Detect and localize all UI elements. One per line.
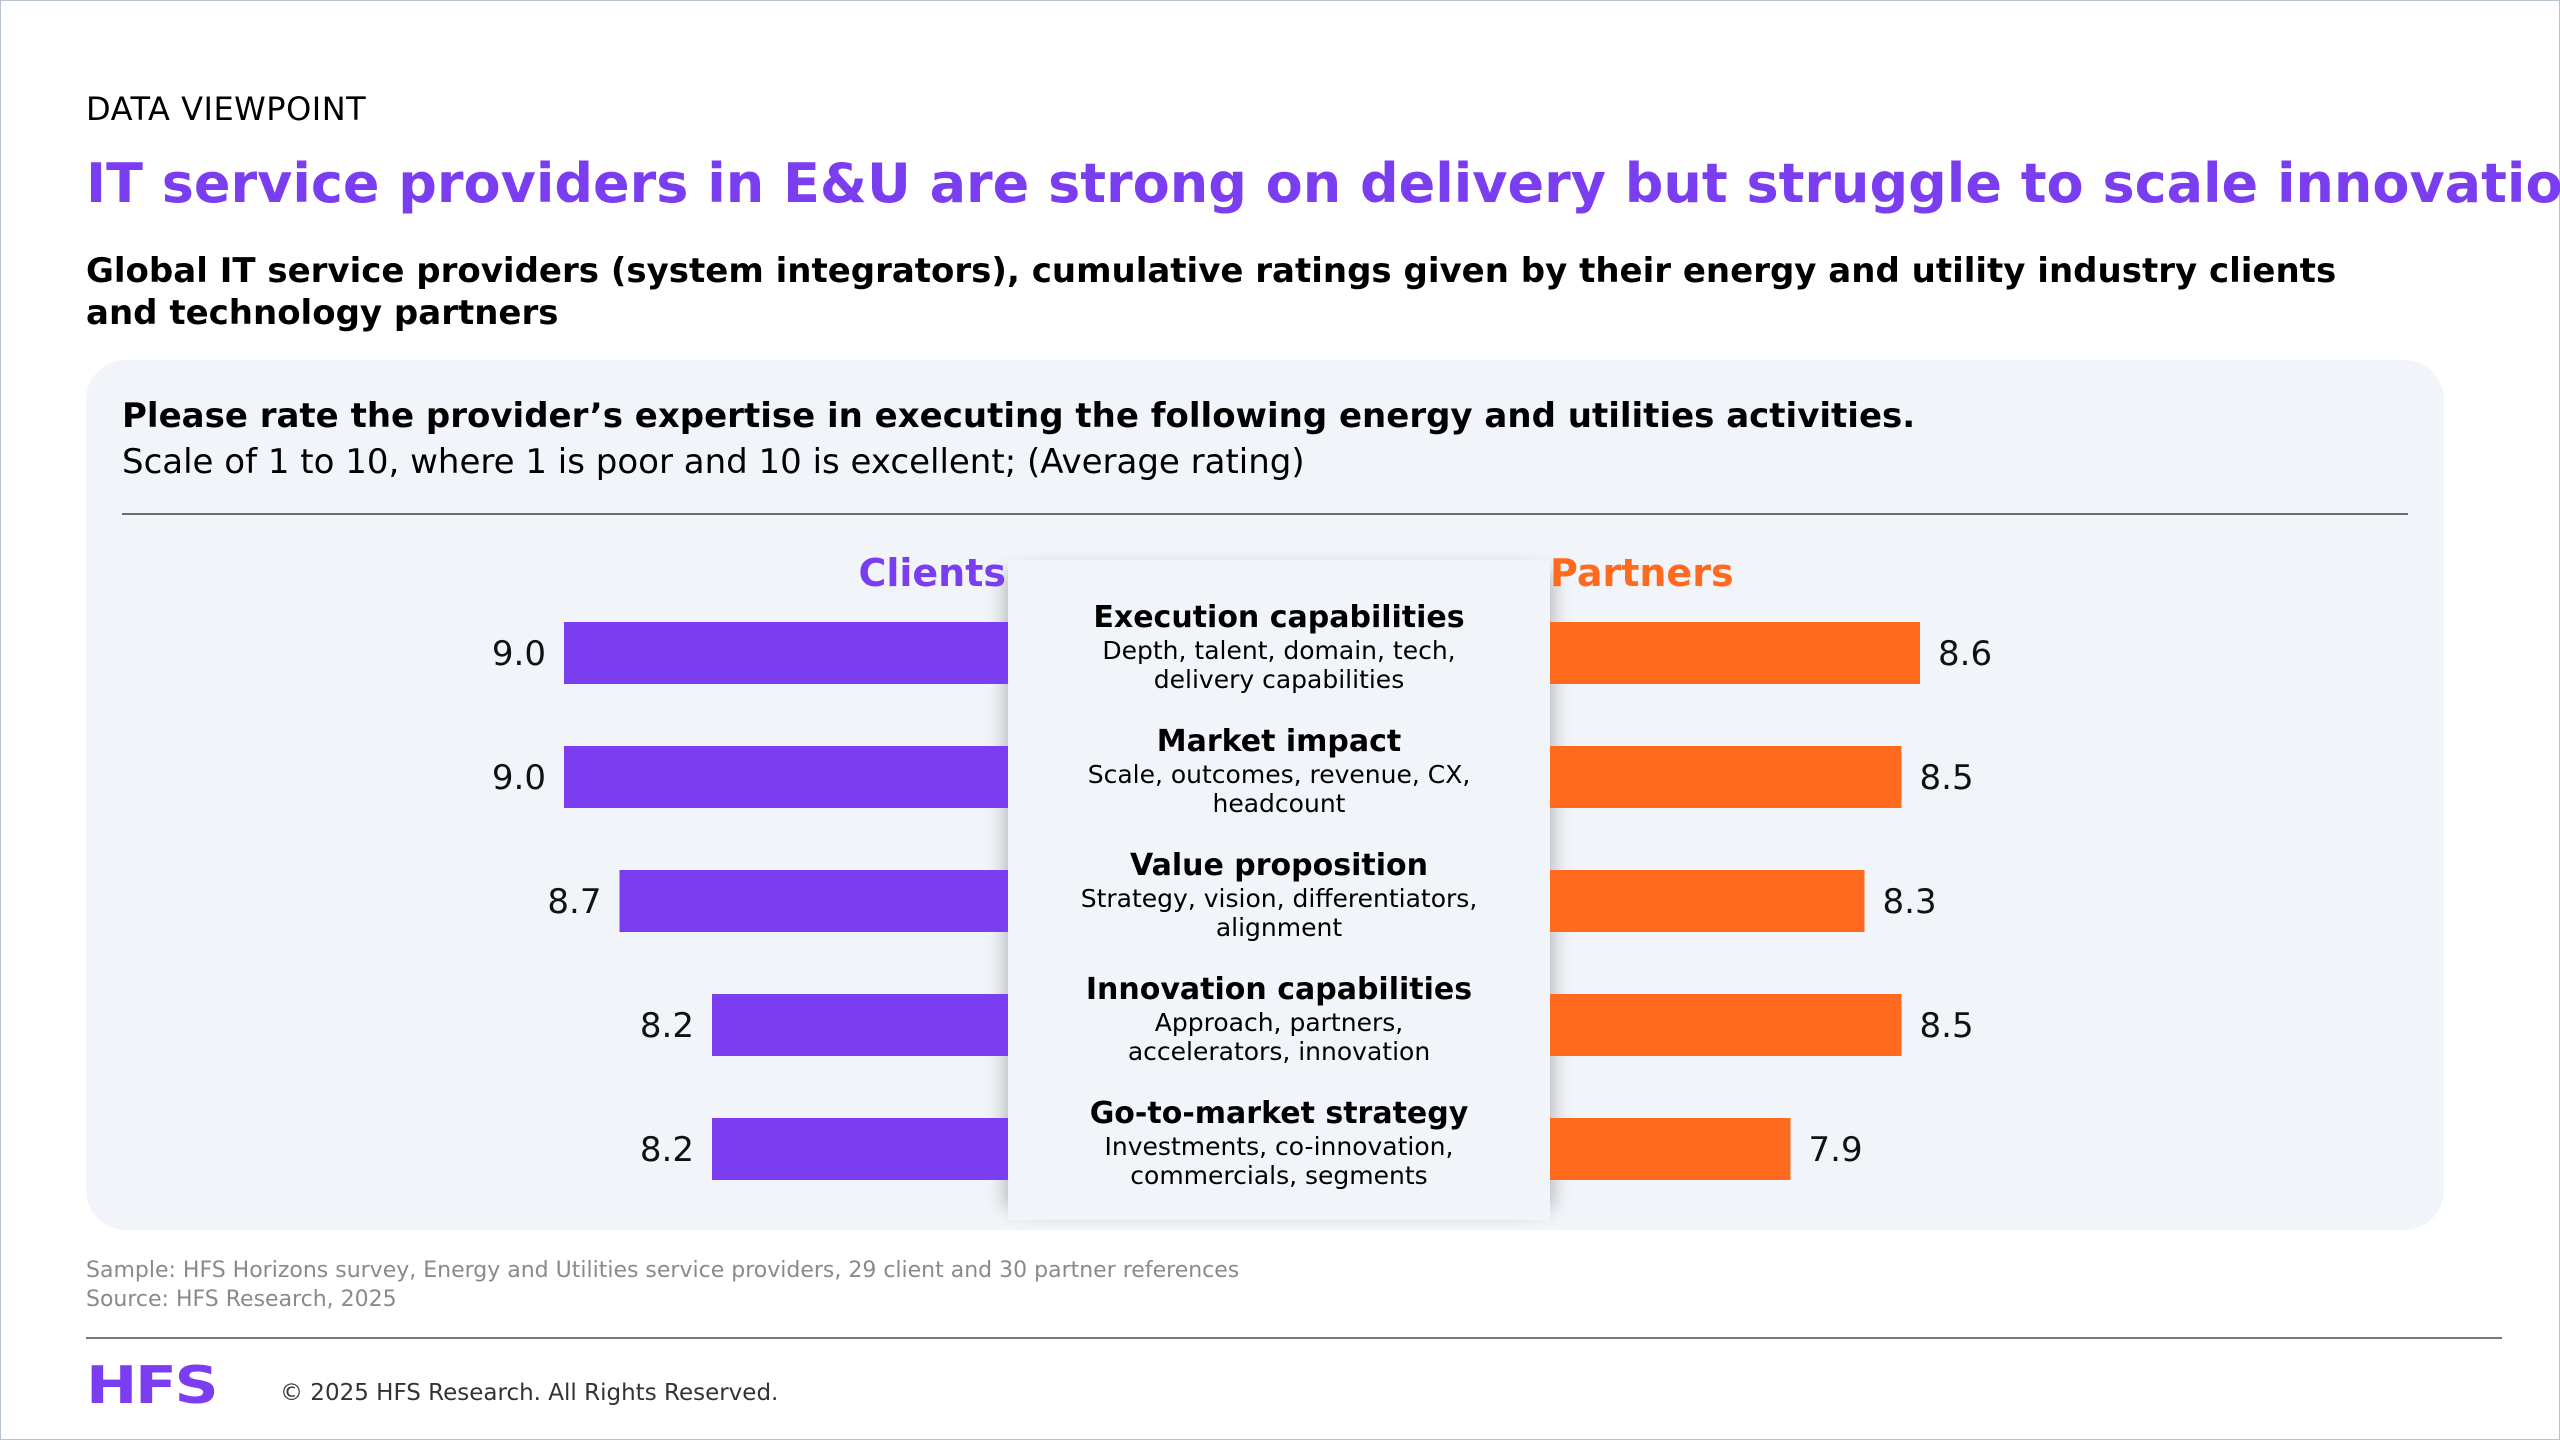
category-title: Execution capabilities bbox=[1093, 600, 1464, 635]
category-description: accelerators, innovation bbox=[1128, 1037, 1430, 1066]
category-description: delivery capabilities bbox=[1154, 665, 1404, 694]
partners-bar bbox=[1550, 622, 1920, 684]
category-title: Market impact bbox=[1157, 724, 1402, 759]
scale-note: Scale of 1 to 10, where 1 is poor and 10… bbox=[122, 442, 1305, 482]
slide-subtitle: Global IT service providers (system inte… bbox=[86, 251, 2337, 333]
hfs-logo: HFS bbox=[86, 1356, 219, 1416]
series-header-partners: Partners bbox=[1550, 551, 1734, 595]
partners-bar bbox=[1550, 870, 1865, 932]
category-description: commercials, segments bbox=[1130, 1161, 1427, 1190]
category-description: alignment bbox=[1216, 913, 1343, 942]
clients-value-label: 8.2 bbox=[640, 1006, 694, 1046]
category-title: Innovation capabilities bbox=[1086, 972, 1472, 1007]
category-title: Value proposition bbox=[1130, 848, 1428, 883]
clients-value-label: 9.0 bbox=[492, 758, 546, 798]
clients-value-label: 9.0 bbox=[492, 634, 546, 674]
category-description: Strategy, vision, differentiators, bbox=[1081, 884, 1478, 913]
partners-bar bbox=[1550, 1118, 1791, 1180]
panel-divider bbox=[122, 513, 2408, 515]
category-description: Investments, co-innovation, bbox=[1105, 1132, 1454, 1161]
category-description: headcount bbox=[1213, 789, 1346, 818]
partners-value-label: 7.9 bbox=[1809, 1130, 1863, 1170]
copyright-text: © 2025 HFS Research. All Rights Reserved… bbox=[280, 1380, 779, 1406]
category-description: Depth, talent, domain, tech, bbox=[1102, 636, 1455, 665]
slide-headline: IT service providers in E&U are strong o… bbox=[86, 152, 2560, 215]
partners-value-label: 8.5 bbox=[1920, 1006, 1974, 1046]
category-band bbox=[1008, 560, 1550, 1220]
partners-value-label: 8.3 bbox=[1883, 882, 1937, 922]
footer-divider bbox=[86, 1337, 2502, 1339]
category-title: Go-to-market strategy bbox=[1090, 1096, 1469, 1131]
series-header-clients: Clients bbox=[858, 551, 1006, 595]
kicker-label: DATA VIEWPOINT bbox=[86, 90, 367, 128]
partners-bar bbox=[1550, 746, 1902, 808]
survey-question: Please rate the provider’s expertise in … bbox=[122, 396, 1916, 436]
clients-bar bbox=[619, 870, 1008, 932]
partners-value-label: 8.6 bbox=[1938, 634, 1992, 674]
clients-value-label: 8.2 bbox=[640, 1130, 694, 1170]
partners-value-label: 8.5 bbox=[1920, 758, 1974, 798]
source-note: Source: HFS Research, 2025 bbox=[86, 1287, 397, 1312]
clients-bar bbox=[712, 1118, 1008, 1180]
clients-value-label: 8.7 bbox=[547, 882, 601, 922]
clients-bar bbox=[712, 994, 1008, 1056]
clients-bar bbox=[564, 746, 1008, 808]
category-description: Approach, partners, bbox=[1155, 1008, 1403, 1037]
sample-note: Sample: HFS Horizons survey, Energy and … bbox=[86, 1258, 1240, 1283]
partners-bar bbox=[1550, 994, 1902, 1056]
category-description: Scale, outcomes, revenue, CX, bbox=[1088, 760, 1471, 789]
clients-bar bbox=[564, 622, 1008, 684]
